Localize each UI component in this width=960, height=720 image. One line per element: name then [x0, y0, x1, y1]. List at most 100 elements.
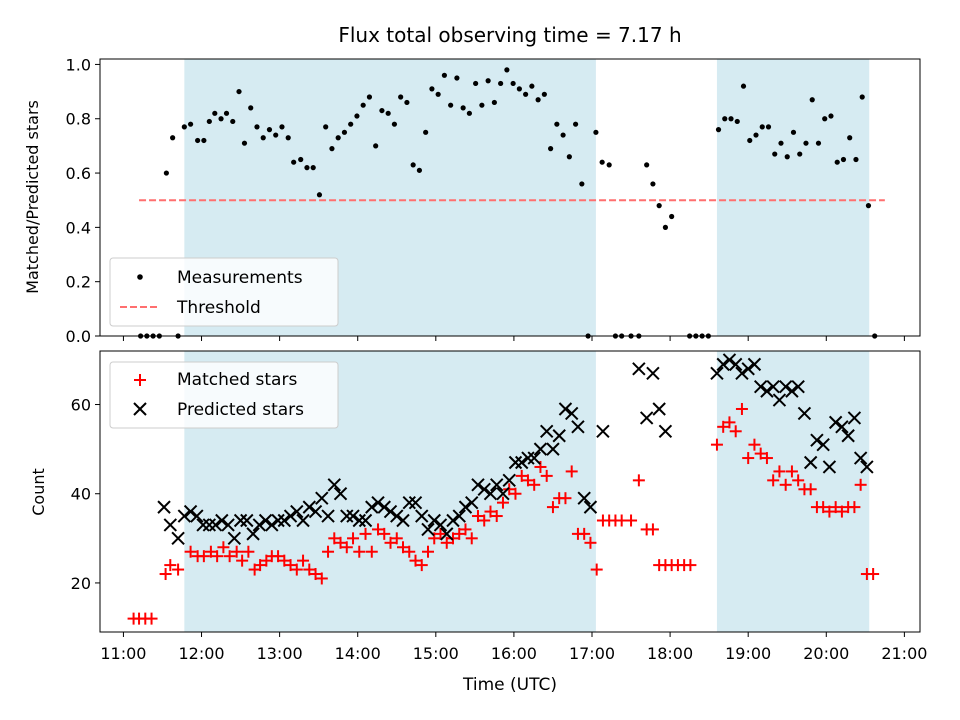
predicted-star-point [508, 455, 523, 470]
matched-star-point [490, 510, 503, 523]
matched-star-point [172, 563, 185, 576]
shaded-interval [716, 59, 870, 336]
measurement-point [535, 97, 541, 103]
measurement-point [548, 146, 554, 152]
predicted-star-point [458, 500, 473, 514]
measurement-point [291, 159, 297, 165]
legend-matched-marker [134, 374, 146, 386]
predicted-star-point [797, 406, 812, 421]
matched-star-point [230, 545, 243, 558]
matched-star-point [717, 420, 730, 433]
measurement-point [579, 181, 585, 187]
predicted-star-point [791, 379, 805, 394]
matched-star-point [211, 550, 224, 563]
measurement-point [797, 151, 803, 157]
predicted-star-point [346, 509, 360, 523]
measurement-point [230, 118, 236, 125]
measurement-point [859, 94, 865, 100]
predicted-star-point [803, 455, 818, 470]
matched-star-point [334, 536, 347, 549]
x-tick-label: 19:00 [725, 644, 771, 663]
x-tick-label: 11:00 [100, 644, 146, 663]
predicted-star-point [302, 500, 317, 514]
measurement-point [416, 167, 423, 173]
predicted-star-point [177, 509, 192, 523]
predicted-star-point [183, 504, 198, 519]
matched-star-point [848, 501, 861, 514]
predicted-star-point [502, 473, 516, 488]
measurement-point [606, 162, 612, 168]
measurement-point [323, 124, 329, 130]
matched-star-point [242, 545, 255, 558]
measurement-point [803, 140, 809, 146]
measurement-point [815, 140, 822, 146]
measurement-point [722, 116, 728, 122]
predicted-star-point [772, 393, 787, 407]
measurement-point [448, 102, 454, 108]
matched-star-point [365, 545, 378, 558]
measurement-point [279, 124, 285, 130]
predicted-star-point [196, 518, 210, 532]
measurement-point [466, 110, 472, 116]
measurement-point [822, 116, 828, 122]
measurement-point [504, 67, 510, 73]
predicted-star-point [408, 495, 423, 510]
matched-star-point [284, 559, 297, 572]
predicted-star-point [240, 513, 254, 528]
predicted-star-point [596, 424, 610, 438]
predicted-star-point [308, 504, 323, 519]
predicted-star-point [327, 478, 341, 492]
matched-star-point [297, 554, 310, 567]
predicted-star-point [157, 500, 171, 514]
predicted-star-point [527, 451, 541, 465]
predicted-star-point [358, 513, 373, 528]
predicted-star-point [396, 513, 410, 528]
matched-star-point [372, 523, 385, 536]
measurement-point [163, 170, 169, 176]
measurement-point [218, 116, 224, 122]
matched-star-point [528, 478, 541, 491]
measurement-point [341, 129, 348, 135]
legend: Matched stars Predicted stars [109, 361, 339, 429]
predicted-star-point [822, 460, 837, 474]
measurement-point [765, 124, 772, 130]
x-axis-ticks [122, 336, 905, 341]
matched-star-point [440, 536, 453, 549]
predicted-star-point [277, 513, 292, 528]
y-axis-label: Matched/Predicted stars [23, 100, 42, 294]
matched-star-point [390, 532, 403, 545]
matched-star-point [465, 532, 478, 545]
predicted-star-point [533, 442, 548, 456]
matched-star-point [760, 452, 773, 465]
matched-star-point [384, 536, 397, 549]
measurement-point [728, 116, 734, 122]
matched-star-point [217, 541, 230, 554]
predicted-star-point [741, 362, 755, 376]
predicted-star-point [265, 518, 279, 532]
measurement-point [662, 224, 669, 230]
predicted-star-point [652, 402, 666, 416]
measurement-point [248, 105, 254, 111]
predicted-star-point [215, 513, 229, 528]
measurement-point [599, 159, 605, 165]
predicted-star-point [271, 513, 285, 528]
predicted-star-point [227, 531, 242, 546]
matched-star-point [509, 487, 522, 500]
matched-star-point [303, 563, 316, 576]
predicted-star-point [658, 424, 673, 438]
predicted-star-point [483, 487, 498, 501]
predicted-star-point [296, 513, 310, 528]
measurement-point [423, 129, 429, 135]
measurement-point [316, 192, 323, 198]
predicted-star-point [383, 504, 398, 519]
star-count-points [127, 353, 880, 625]
measurement-point [273, 132, 279, 138]
measurement-point [541, 91, 547, 97]
predicted-star-point [377, 500, 391, 514]
predicted-star-point [340, 509, 354, 523]
predicted-star-point [190, 509, 204, 523]
predicted-star-point [290, 504, 304, 519]
predicted-star-point [283, 509, 298, 523]
x-axis: 11:00 12:00 13:00 14:00 15:00 16:00 17:00 18:00… [100, 632, 927, 663]
predicted-star-point [766, 379, 780, 394]
